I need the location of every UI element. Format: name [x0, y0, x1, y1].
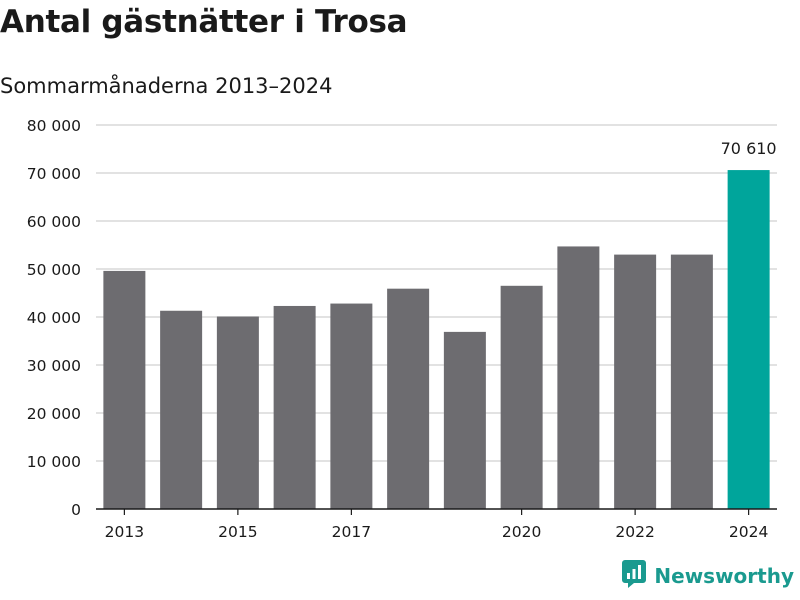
newsworthy-logo-icon	[622, 560, 647, 592]
y-tick-label: 50 000	[27, 261, 81, 279]
x-tick-label: 2017	[332, 523, 371, 541]
y-tick-label: 80 000	[27, 117, 81, 135]
brand-name: Newsworthy	[654, 564, 794, 588]
bar-2016	[273, 305, 316, 509]
bar-2023	[670, 254, 713, 509]
x-tick-label: 2013	[105, 523, 144, 541]
chart-title: Antal gästnätter i Trosa	[0, 4, 408, 40]
y-tick-label: 0	[71, 501, 81, 519]
bar-2022	[614, 254, 657, 509]
bar-2020	[500, 285, 543, 509]
bar-2013	[103, 270, 146, 509]
bar-2021	[557, 246, 600, 509]
data-label: 70 610	[721, 139, 777, 158]
bar-2014	[160, 310, 203, 509]
y-tick-label: 40 000	[27, 309, 81, 327]
y-tick-label: 70 000	[27, 165, 81, 183]
x-tick-label: 2024	[729, 523, 768, 541]
x-tick-label: 2022	[615, 523, 654, 541]
chart-subtitle: Sommarmånaderna 2013–2024	[0, 74, 333, 98]
bar-2015	[216, 316, 259, 509]
bar-2017	[330, 303, 373, 509]
y-tick-label: 30 000	[27, 357, 81, 375]
bar-2018	[387, 288, 430, 509]
x-tick-label: 2015	[218, 523, 257, 541]
bar-2024	[727, 170, 770, 509]
brand-logo: Newsworthy	[622, 560, 794, 592]
x-tick-label: 2020	[502, 523, 541, 541]
y-tick-label: 60 000	[27, 213, 81, 231]
y-tick-label: 20 000	[27, 405, 81, 423]
y-tick-label: 10 000	[27, 453, 81, 471]
bar-2019	[443, 331, 486, 509]
